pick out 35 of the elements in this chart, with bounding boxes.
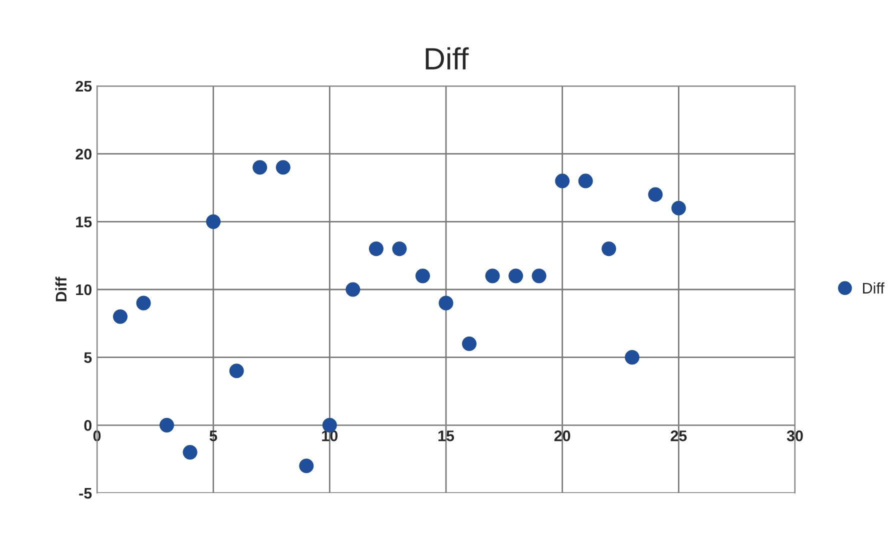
- legend-label: Diff: [863, 282, 884, 294]
- point: [578, 174, 593, 188]
- point: [438, 296, 454, 310]
- y-tick-label: 15: [76, 216, 92, 228]
- y-tick-label: 5: [84, 352, 92, 364]
- point: [112, 309, 128, 324]
- point: [252, 160, 268, 175]
- point: [392, 242, 407, 256]
- point: [532, 268, 546, 284]
- point: [602, 242, 616, 256]
- point: [206, 214, 221, 229]
- point: [229, 364, 244, 378]
- point: [415, 268, 430, 284]
- y-tick-label: -5: [79, 488, 92, 499]
- point: [671, 200, 686, 216]
- point: [648, 187, 663, 202]
- y-axis-title: Diff: [55, 276, 66, 302]
- point: [299, 458, 314, 474]
- point: [485, 268, 500, 284]
- point: [508, 268, 524, 284]
- y-tick-label: 10: [76, 284, 92, 296]
- x-tick-label: 30: [786, 430, 803, 442]
- point: [555, 174, 570, 188]
- y-tick-label: 0: [84, 420, 92, 431]
- point: [182, 445, 198, 460]
- chart-title: Diff: [426, 47, 469, 70]
- point: [462, 336, 477, 352]
- y-tick-label: 25: [76, 80, 92, 92]
- point: [276, 160, 290, 175]
- point: [624, 350, 640, 365]
- point: [346, 282, 360, 297]
- point: [368, 242, 384, 256]
- y-tick-label: 20: [76, 148, 92, 160]
- point: [136, 296, 151, 310]
- point: [160, 418, 174, 432]
